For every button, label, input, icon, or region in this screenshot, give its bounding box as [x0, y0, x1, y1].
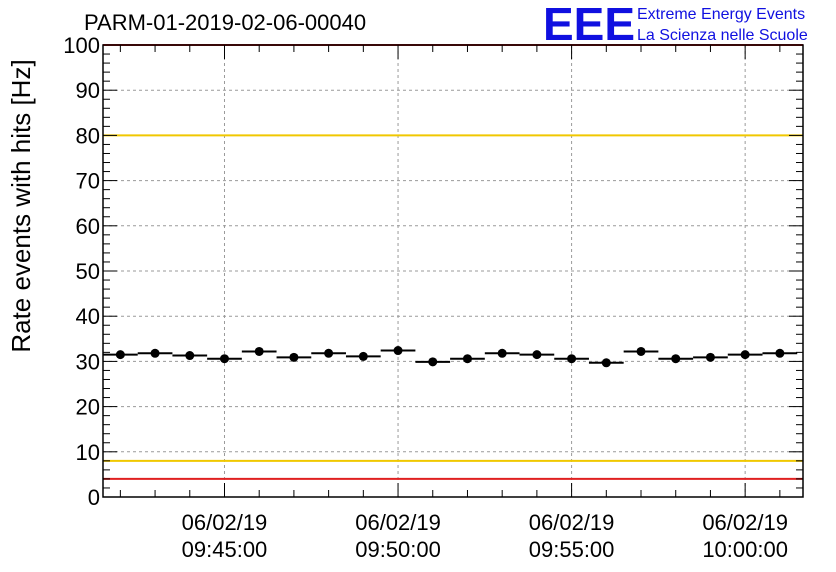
x-tick-time-label: 09:50:00: [355, 537, 441, 562]
data-point: [671, 354, 681, 364]
data-point: [324, 348, 334, 358]
data-point: [532, 350, 542, 360]
data-point: [150, 348, 160, 358]
data-point: [358, 351, 368, 361]
data-point: [705, 352, 715, 362]
grid: [103, 45, 803, 497]
data-point: [289, 352, 299, 362]
data-point: [219, 354, 229, 364]
data-point: [775, 348, 785, 358]
axes: 010203040506070809010006/02/1909:45:0006…: [63, 33, 804, 562]
data-point: [254, 346, 264, 356]
data-point: [740, 350, 750, 360]
y-tick-label: 70: [76, 169, 100, 194]
x-tick-time-label: 09:45:00: [182, 537, 268, 562]
data-point: [462, 354, 472, 364]
logo-line2: La Scienza nelle Scuole: [637, 27, 808, 44]
data-series: [103, 346, 798, 368]
y-tick-label: 0: [88, 485, 100, 510]
x-tick-date-label: 06/02/19: [182, 510, 268, 535]
x-tick-time-label: 09:55:00: [529, 537, 615, 562]
y-tick-label: 80: [76, 123, 100, 148]
data-point: [393, 346, 403, 356]
logo-letters: EEE: [543, 0, 635, 50]
y-tick-label: 100: [63, 33, 100, 58]
x-tick-date-label: 06/02/19: [355, 510, 441, 535]
x-tick-date-label: 06/02/19: [529, 510, 615, 535]
data-point: [115, 350, 125, 360]
y-axis-label: Rate events with hits [Hz]: [6, 59, 36, 352]
x-tick-date-label: 06/02/19: [702, 510, 788, 535]
data-point: [567, 354, 577, 364]
data-point: [601, 358, 611, 368]
data-point: [428, 357, 438, 367]
data-point: [185, 351, 195, 361]
y-tick-label: 40: [76, 304, 100, 329]
data-point: [636, 346, 646, 356]
data-point: [497, 348, 507, 358]
eee-logo: EEE Extreme Energy Events La Scienza nel…: [543, 0, 808, 50]
y-tick-label: 30: [76, 349, 100, 374]
y-tick-label: 10: [76, 440, 100, 465]
y-tick-label: 50: [76, 259, 100, 284]
y-tick-label: 20: [76, 395, 100, 420]
y-tick-label: 60: [76, 214, 100, 239]
y-tick-label: 90: [76, 78, 100, 103]
logo-line1: Extreme Energy Events: [637, 6, 805, 23]
reference-lines: [103, 44, 803, 480]
x-tick-time-label: 10:00:00: [702, 537, 788, 562]
chart-title: PARM-01-2019-02-06-00040: [84, 10, 366, 35]
